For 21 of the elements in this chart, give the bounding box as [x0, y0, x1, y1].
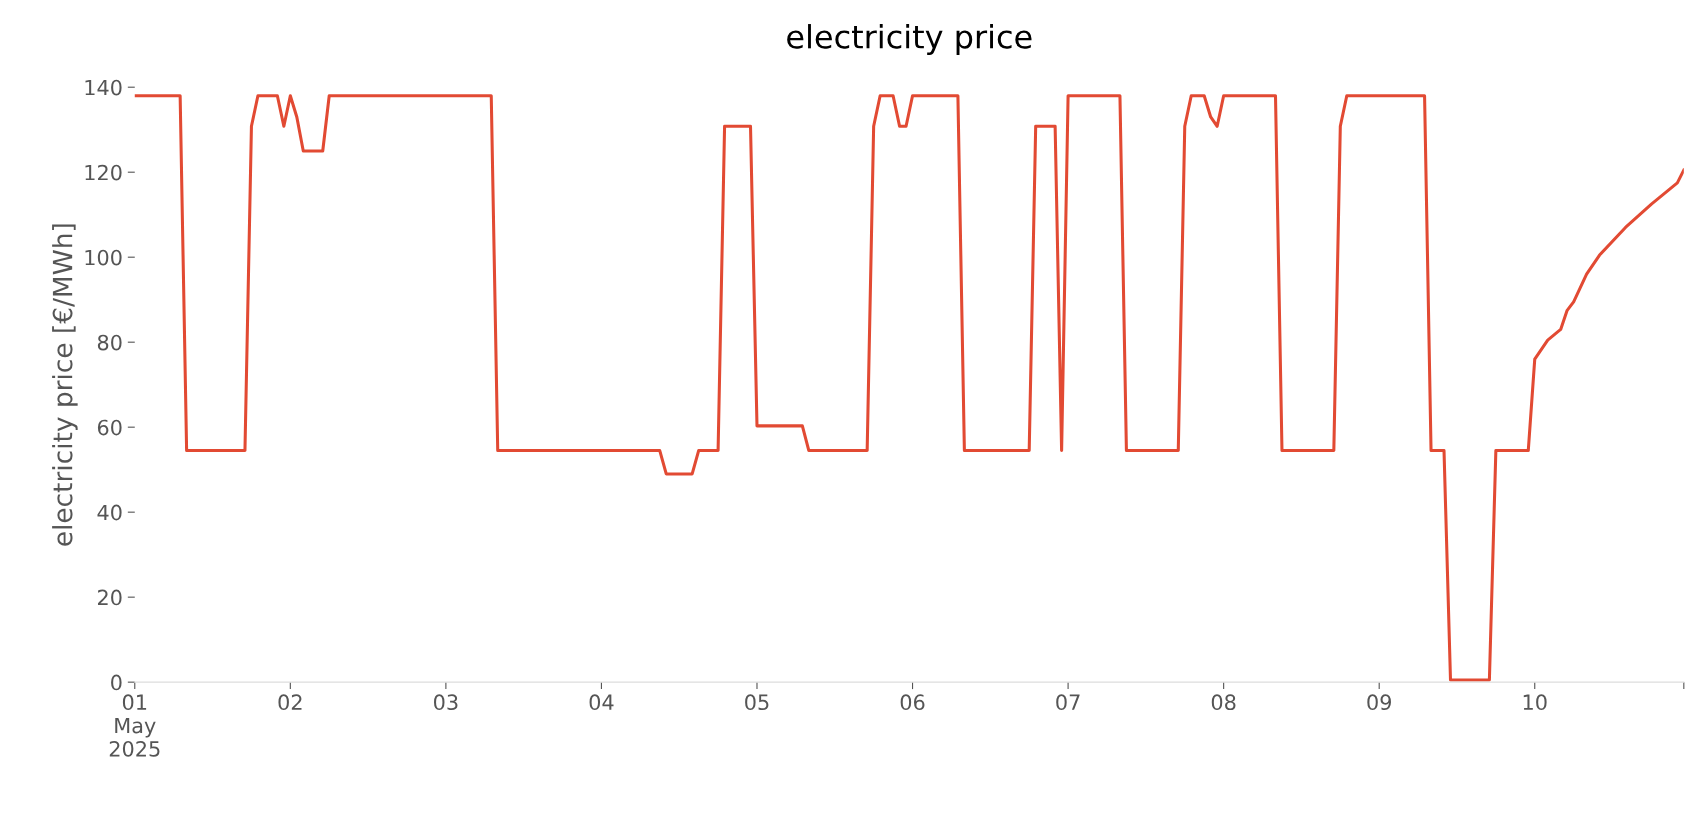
chart-title: electricity price	[787, 24, 1032, 55]
x-tick-label: 01 May 2025	[109, 694, 160, 757]
x-tick-label: 08	[1211, 694, 1236, 711]
y-tick-label: 80	[97, 334, 122, 351]
y-tick-label: 140	[85, 79, 122, 96]
y-tick-label: 120	[85, 164, 122, 181]
line-series	[134, 94, 1684, 682]
y-tick-label: 40	[97, 504, 122, 521]
y-axis-title: electricity price [€/MWh]	[52, 224, 78, 546]
y-tick-label: 60	[97, 419, 122, 436]
x-tick-label: 09	[1367, 694, 1391, 711]
x-tick-label: 04	[589, 694, 614, 711]
y-tick-label: 20	[97, 589, 122, 606]
x-tick-label: 02	[278, 694, 302, 711]
x-tick-label: 06	[900, 694, 925, 711]
y-tick-label: 100	[85, 249, 122, 266]
y-tick-label: 0	[111, 674, 122, 691]
x-tick-label: 07	[1056, 694, 1080, 711]
x-tick-label: 10	[1523, 694, 1547, 711]
x-tick-label: 03	[434, 694, 458, 711]
x-tick-label: 05	[745, 694, 769, 711]
